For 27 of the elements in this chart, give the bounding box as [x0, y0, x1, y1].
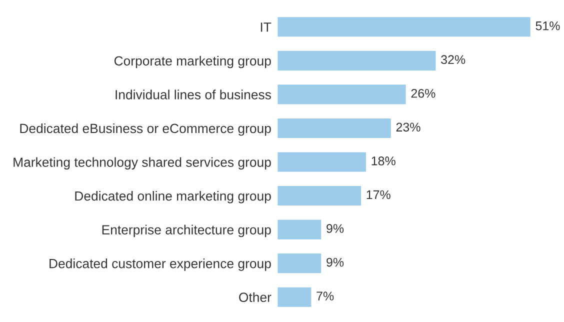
- y-tick-label: Corporate marketing group: [114, 56, 271, 68]
- y-tick-label: Marketing technology shared services group: [14, 157, 271, 170]
- y-tick-label: Enterprise architecture group: [102, 224, 271, 238]
- data-label: 23%: [396, 122, 420, 132]
- data-label: 9%: [326, 258, 344, 267]
- data-label: 51%: [536, 21, 560, 30]
- y-tick-label: Dedicated eBusiness or eCommerce group: [20, 123, 271, 136]
- bar: [277, 16, 532, 38]
- data-label: 9%: [326, 224, 344, 233]
- y-tick-label: Other: [239, 292, 272, 302]
- bar: [277, 286, 313, 308]
- bar: [277, 150, 368, 174]
- data-label: 7%: [316, 292, 334, 300]
- data-label: 17%: [366, 190, 390, 200]
- bar: [277, 50, 438, 72]
- y-tick-label: Dedicated online marketing group: [75, 190, 271, 204]
- data-label: 18%: [372, 156, 396, 166]
- y-tick-label: Individual lines of business: [116, 90, 271, 100]
- data-label: 32%: [441, 55, 466, 64]
- data-label: 26%: [411, 88, 436, 98]
- bar: [277, 218, 323, 241]
- y-tick-label: Dedicated customer experience group: [50, 258, 271, 271]
- y-tick-label: IT: [260, 22, 272, 32]
- bar: [277, 117, 392, 140]
- bar: [277, 83, 408, 106]
- bar: [277, 252, 323, 274]
- bar: [277, 184, 362, 207]
